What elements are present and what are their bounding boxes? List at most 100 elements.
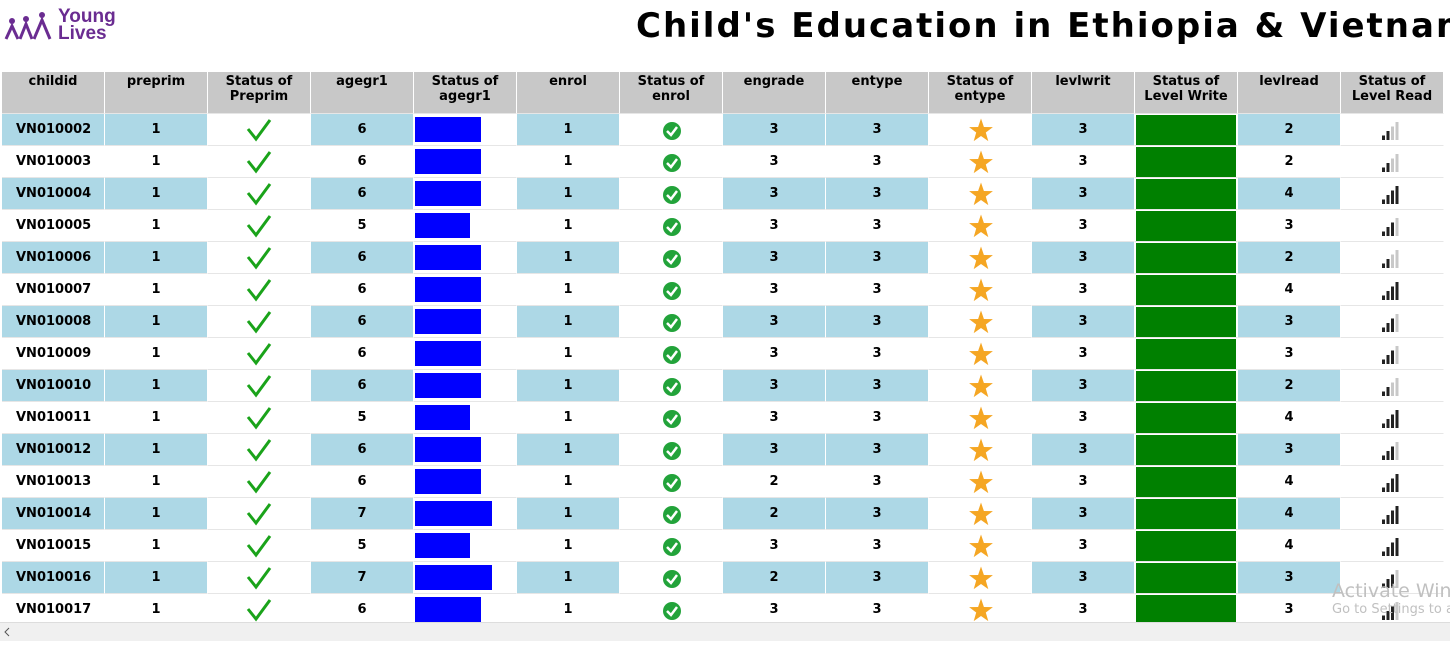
check-icon — [246, 599, 272, 622]
row-id: VN010013 — [2, 466, 105, 498]
signal-icon — [1382, 154, 1399, 172]
scrollbar[interactable] — [0, 622, 1450, 641]
status-cell — [208, 370, 311, 402]
scroll-arrow[interactable] — [0, 623, 14, 641]
signal-bar — [1395, 346, 1399, 364]
star-icon — [969, 406, 993, 430]
status-cell — [1135, 402, 1238, 434]
signal-bar — [1391, 446, 1394, 460]
status-icon — [663, 538, 681, 556]
data-bar — [1136, 307, 1236, 337]
status-cell — [1135, 146, 1238, 178]
cell-value: 1 — [105, 306, 208, 338]
cell-value: 3 — [1238, 338, 1341, 370]
circle — [663, 218, 681, 236]
row-id: VN010003 — [2, 146, 105, 178]
row-id: VN010016 — [2, 562, 105, 594]
status-icon — [415, 469, 481, 494]
status-icon — [969, 406, 993, 430]
status-cell — [929, 466, 1032, 498]
enrol-icon — [663, 410, 681, 428]
signal-icon — [1382, 442, 1399, 460]
status-icon — [415, 181, 481, 206]
cell-value: 1 — [517, 274, 620, 306]
data-bar — [1136, 531, 1236, 561]
signal-bar — [1382, 135, 1385, 140]
cell-value: 3 — [723, 114, 826, 146]
status-cell — [414, 530, 517, 562]
cell-value: 2 — [723, 466, 826, 498]
signal-bar — [1382, 263, 1385, 268]
status-icon — [1382, 378, 1399, 396]
tick — [666, 158, 678, 169]
enrol-icon — [663, 250, 681, 268]
star-icon — [969, 374, 993, 398]
status-cell — [929, 498, 1032, 530]
signal-icon — [1382, 282, 1399, 300]
status-cell — [620, 498, 723, 530]
status-cell — [620, 210, 723, 242]
status-icon — [246, 471, 272, 494]
status-icon — [1136, 595, 1236, 625]
status-icon — [969, 150, 993, 174]
status-icon — [415, 341, 481, 366]
cell-value: 7 — [311, 498, 414, 530]
signal-bar — [1382, 359, 1385, 364]
cell-value: 3 — [723, 306, 826, 338]
signal-bar — [1382, 327, 1385, 332]
status-cell — [929, 370, 1032, 402]
status-cell — [1135, 466, 1238, 498]
signal-bar — [1382, 455, 1385, 460]
cell-value: 1 — [517, 434, 620, 466]
status-cell — [1135, 114, 1238, 146]
cell-value: 3 — [826, 178, 929, 210]
cell-value: 3 — [826, 306, 929, 338]
cell-value: 3 — [723, 146, 826, 178]
status-icon — [1136, 563, 1236, 593]
row-id: VN010015 — [2, 530, 105, 562]
data-bar — [1136, 275, 1236, 305]
status-cell — [929, 306, 1032, 338]
cell-value: 4 — [1238, 466, 1341, 498]
status-icon — [1136, 179, 1236, 209]
signal-bar — [1386, 323, 1390, 332]
signal-bar — [1395, 282, 1399, 300]
cell-value: 1 — [105, 274, 208, 306]
data-bar — [415, 501, 492, 526]
row-id: VN010006 — [2, 242, 105, 274]
cell-value: 3 — [826, 562, 929, 594]
status-cell — [414, 274, 517, 306]
signal-bar — [1386, 547, 1390, 556]
status-icon — [1382, 218, 1399, 236]
status-cell — [1341, 274, 1444, 306]
status-icon — [969, 118, 993, 142]
cell-value: 3 — [1032, 530, 1135, 562]
status-icon — [663, 154, 681, 172]
circle — [663, 570, 681, 588]
column-header: Status of enrol — [620, 72, 723, 114]
cell-value: 3 — [826, 274, 929, 306]
enrol-icon — [663, 570, 681, 588]
circle — [663, 154, 681, 172]
status-cell — [208, 146, 311, 178]
cell-value: 1 — [517, 210, 620, 242]
cell-value: 3 — [826, 498, 929, 530]
star-icon — [969, 534, 993, 558]
cell-value: 4 — [1238, 178, 1341, 210]
signal-bar — [1395, 378, 1399, 396]
signal-bar — [1386, 291, 1390, 300]
cell-value: 3 — [1238, 562, 1341, 594]
status-cell — [208, 402, 311, 434]
status-cell — [1135, 274, 1238, 306]
cell-value: 3 — [723, 338, 826, 370]
cell-value: 3 — [1032, 370, 1135, 402]
status-icon — [663, 346, 681, 364]
check-icon — [246, 471, 272, 494]
status-icon — [969, 310, 993, 334]
signal-bar — [1382, 391, 1385, 396]
data-bar — [1136, 595, 1236, 625]
cell-value: 6 — [311, 178, 414, 210]
table: childid preprim Status of Preprim agegr1 Sta… — [2, 72, 1444, 626]
status-cell — [929, 530, 1032, 562]
